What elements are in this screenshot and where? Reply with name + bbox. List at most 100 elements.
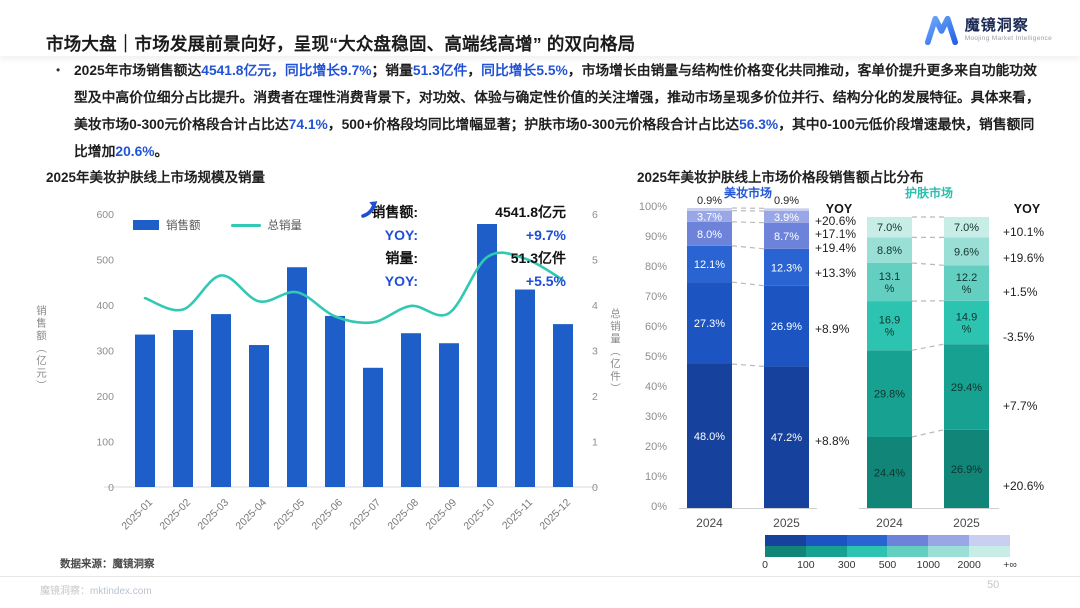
beauty-yoy-header: YOY [825,202,853,216]
volume-legend-label: 总销量 [267,220,303,232]
svg-text:14.9%: 14.9% [956,311,977,335]
scale-cell [928,535,970,546]
kpi-volume-row: 销量: 51.3亿件 [360,246,566,269]
yoy-value: +8.9% [815,322,850,336]
scale-cell [969,546,1010,557]
yoy-value: +10.1% [1003,225,1045,239]
svg-text:2025-09: 2025-09 [423,497,459,533]
scale-cell [887,535,929,546]
svg-text:2025-06: 2025-06 [309,497,345,533]
connector-line [731,281,765,287]
yoy-value: +8.8% [815,434,850,448]
svg-text:26.9%: 26.9% [951,464,982,476]
svg-text:600: 600 [96,209,114,221]
scale-tick: 300 [837,559,856,571]
kpi-sales-row: 销售额: 4541.8亿元 [360,200,566,223]
svg-text:2025-05: 2025-05 [271,497,307,533]
data-source-note: 数据来源：魔镜洞察 [60,558,155,570]
volume-legend-line [230,223,261,227]
percent-tick: 70% [644,291,667,303]
connector-line [731,221,765,224]
kpi-volume-yoy-row: YOY: +5.5% [360,201,566,292]
yoy-value: +13.3% [815,266,857,280]
svg-text:0.9%: 0.9% [774,195,799,207]
scale-cell [805,546,847,557]
scale-cell [928,546,970,557]
summary-segment: 4541.8亿元，同比增长9.7% [201,63,372,78]
svg-text:2025-10: 2025-10 [461,497,497,533]
chart-legend: 销售额 总销量 [133,217,302,233]
brand-subtitle: Moojing Market Intelligence [964,34,1052,42]
kpi-sales-yoy-value: +9.7% [525,226,566,243]
scale-tick: 500 [878,559,897,571]
stack-segment [867,301,912,351]
yoy-value: +20.6% [815,214,857,228]
summary-segment: 2025年市场销售额达 [74,63,202,78]
kpi-sales-label: 销售额: [371,203,418,220]
svg-text:24.4%: 24.4% [874,467,905,479]
svg-text:2025-07: 2025-07 [347,497,383,533]
stack-segment [764,208,809,211]
footer-link[interactable]: mktindex.com [90,586,152,597]
svg-text:26.9%: 26.9% [771,321,802,333]
summary-segment: ， [467,63,482,78]
percent-tick: 60% [644,321,667,333]
svg-text:12.1%: 12.1% [694,259,725,271]
stack-segment [867,350,912,437]
sales-bar [325,315,345,487]
connector-line [731,363,765,367]
svg-text:12.3%: 12.3% [771,262,802,274]
sales-bar [553,324,573,487]
svg-text:3.9%: 3.9% [774,212,799,224]
sales-bar [173,330,193,487]
percent-tick: 100% [638,201,667,213]
beauty-group-header: 美妆市场 [723,186,772,200]
sales-legend-swatch [133,220,159,230]
footer-brand: 魔镜洞察：mktindex.com [40,582,152,597]
stack-segment [867,436,912,508]
right-chart-title: 2025年美妆护肤线上市场价格段销售额占比分布 [637,170,924,185]
year-label: 2025 [953,516,980,530]
stack-segment [687,208,732,211]
svg-text:2025-11: 2025-11 [500,497,535,532]
summary-segment: ；销量 [371,63,413,78]
svg-text:7.0%: 7.0% [954,222,979,234]
skincare-scale-row [765,546,1010,557]
scale-cell [805,535,847,546]
svg-text:3.7%: 3.7% [697,211,722,223]
stack-segment [687,364,732,508]
skincare-yoy-header: YOY [1013,202,1041,216]
beauty-yoy-column: YOY +20.6% +17.1% +19.4% +13.3% +8.9% +8.8% [813,202,873,508]
summary-segment: 同比增长5.5% [481,63,568,78]
left-chart-title: 2025年美妆护肤线上市场规模及销量 [46,170,266,185]
connector-line [911,262,945,266]
yoy-value: +7.7% [1003,399,1038,413]
scale-tick-labels: 0 100 300 500 1000 2000 +∞ [762,559,1017,574]
scale-tick: 2000 [957,559,981,571]
connector-line [731,245,765,250]
stack-segment [867,262,912,302]
skincare-stacked-bars: 24.4% 29.8% 16.9 % 13.1 % 8.8% 7.0% 26.9% 29.4% 14… [859,216,999,509]
scale-cell [846,535,888,546]
summary-segment: 51.3亿件 [412,63,468,78]
stack-segment [944,429,989,508]
svg-text:200: 200 [96,391,114,403]
svg-text:29.4%: 29.4% [951,382,982,394]
stack-segment [867,237,912,263]
volume-line [143,251,565,325]
svg-text:29.8%: 29.8% [874,389,905,401]
svg-text:8.8%: 8.8% [877,245,902,257]
scale-tick: 0 [762,559,768,571]
svg-text:8.7%: 8.7% [774,231,799,243]
legend-item-sales: 销售额 [133,217,201,233]
stack-segment [764,285,809,367]
svg-text:9.6%: 9.6% [954,246,979,258]
summary-segment: ，其中0-100元低价段增速最快，销售额同比增加 [74,117,1035,159]
svg-text:2025-12: 2025-12 [537,497,573,533]
kpi-volume-value: 51.3亿件 [510,249,566,266]
svg-text:2025-02: 2025-02 [157,497,193,533]
sales-bar [401,333,421,487]
sales-bar [439,343,459,487]
svg-text:2: 2 [592,391,598,403]
svg-text:7.0%: 7.0% [877,222,902,234]
